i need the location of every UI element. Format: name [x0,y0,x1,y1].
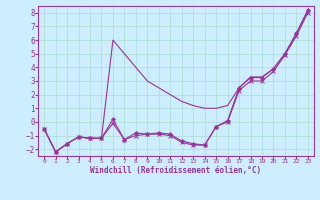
X-axis label: Windchill (Refroidissement éolien,°C): Windchill (Refroidissement éolien,°C) [91,166,261,175]
